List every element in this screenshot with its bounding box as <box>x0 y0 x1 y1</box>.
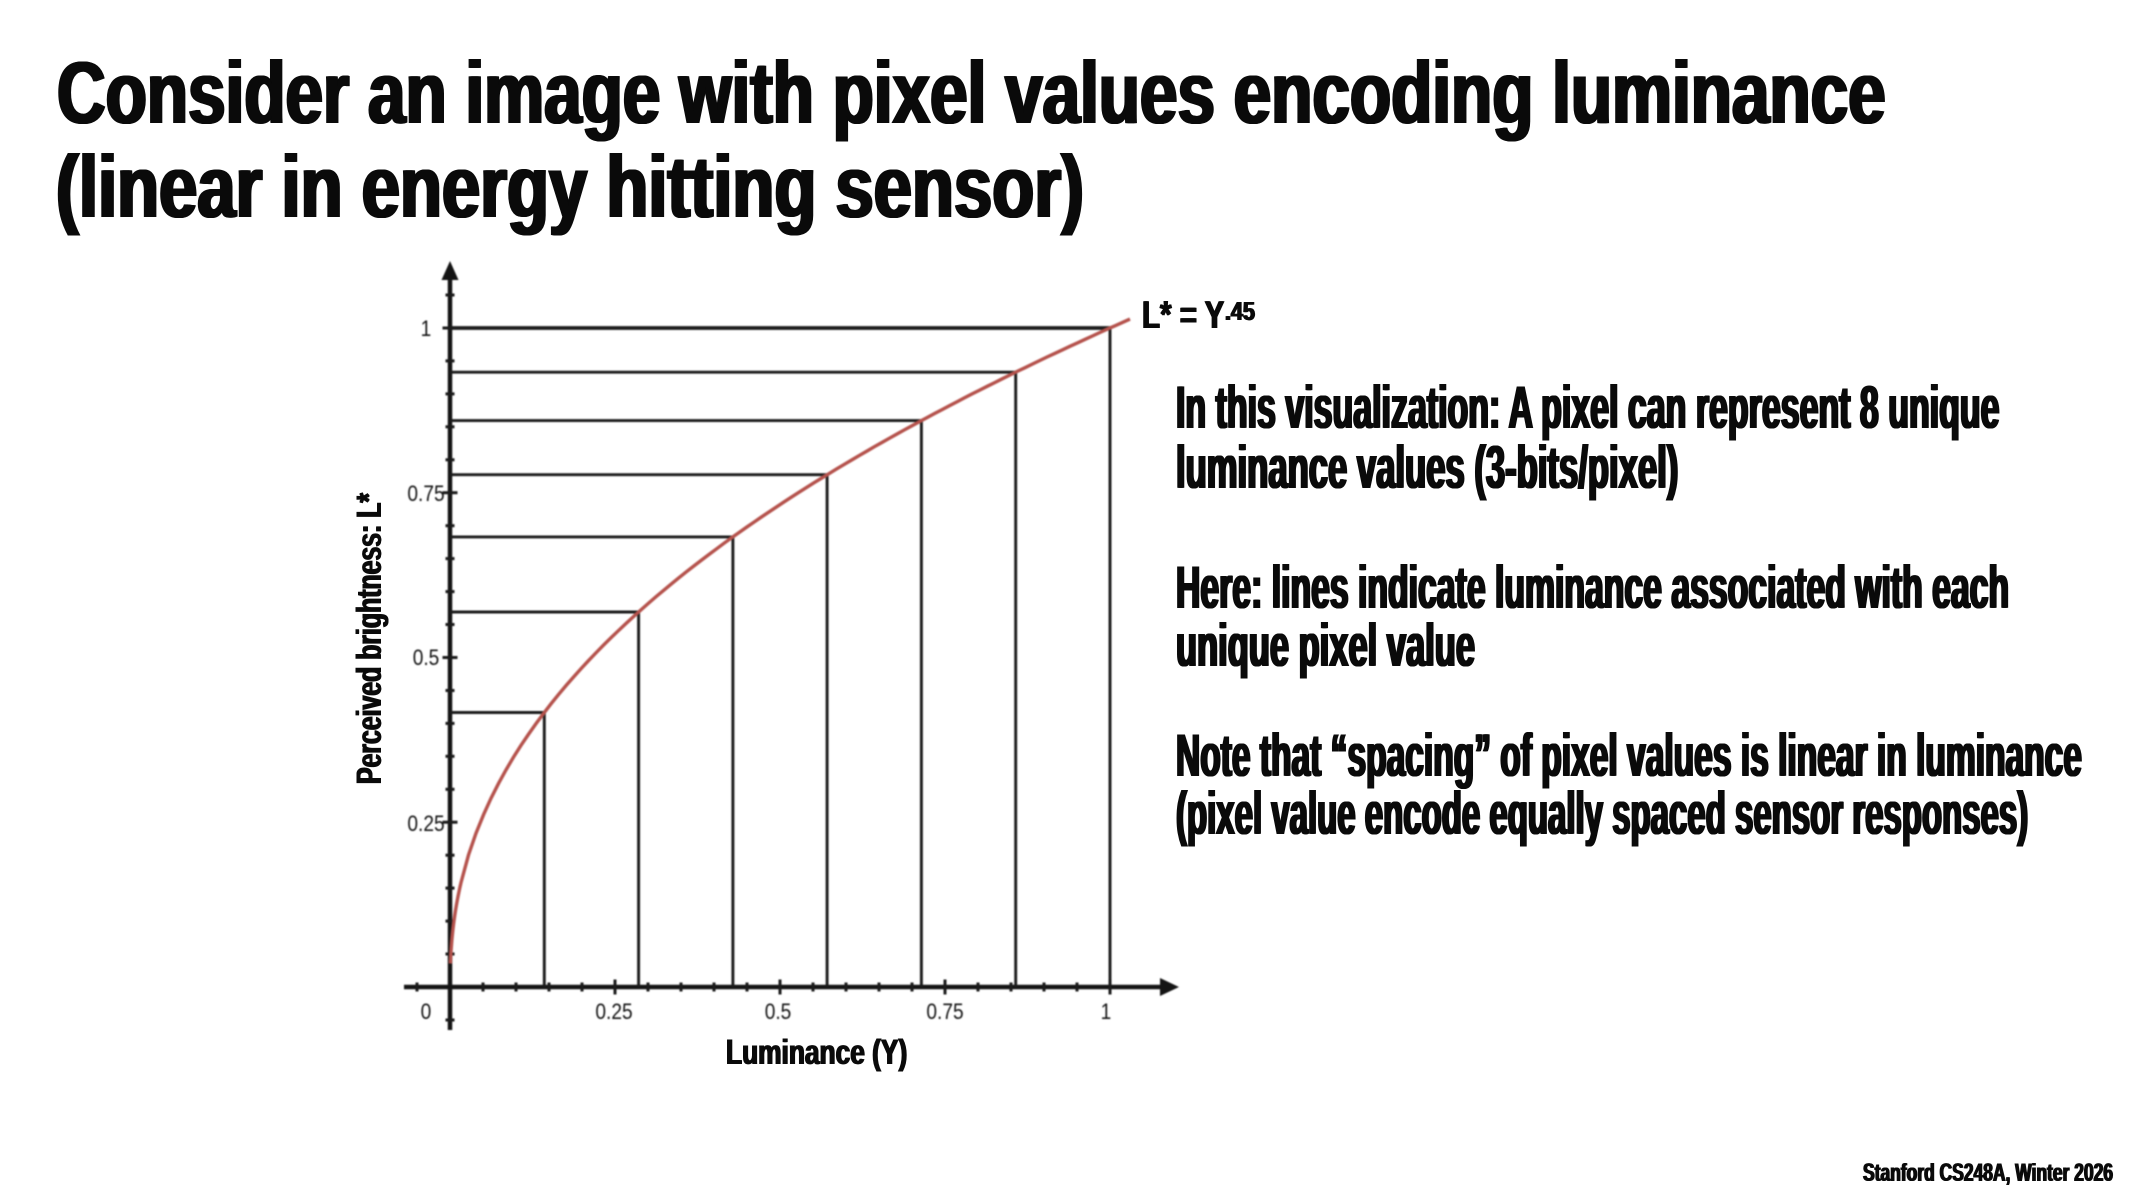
svg-text:0.5: 0.5 <box>765 1000 792 1025</box>
svg-text:1: 1 <box>421 317 432 342</box>
svg-text:0.5: 0.5 <box>413 646 440 671</box>
svg-text:0.25: 0.25 <box>595 1000 632 1025</box>
svg-text:1: 1 <box>1101 1000 1112 1025</box>
svg-text:0.75: 0.75 <box>926 1000 963 1025</box>
svg-text:0.75: 0.75 <box>407 482 444 507</box>
svg-text:0: 0 <box>421 1000 432 1025</box>
svg-text:0.25: 0.25 <box>407 812 444 837</box>
